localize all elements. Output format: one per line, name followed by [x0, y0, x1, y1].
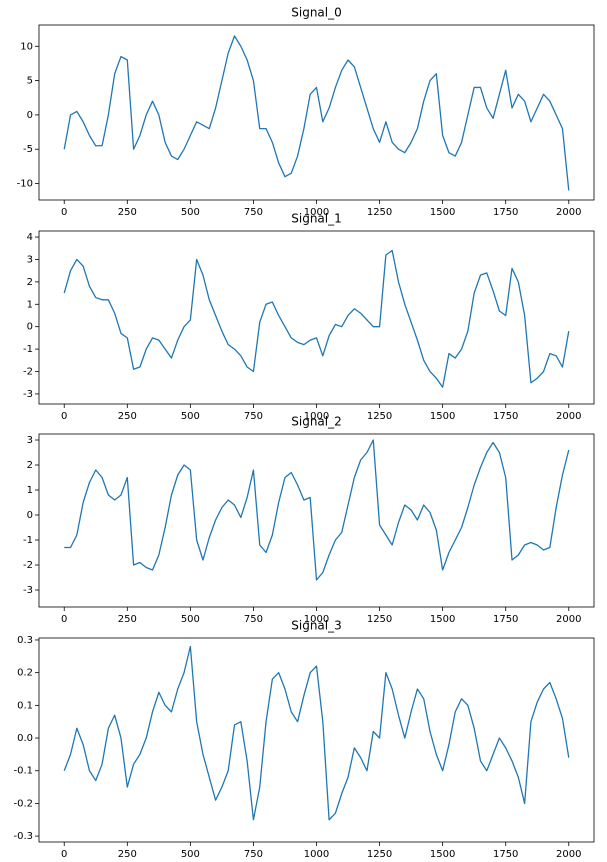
x-tick-label: 1500 [430, 849, 455, 860]
signal-line [63, 35, 570, 191]
x-tick-label: 1000 [304, 411, 329, 422]
x-tick-label: 1500 [430, 411, 455, 422]
y-tick-label: 3 [27, 435, 33, 446]
y-tick-label: -1 [23, 535, 33, 546]
y-tick-label: 0 [27, 110, 33, 121]
y-tick-label: -1 [23, 344, 33, 355]
x-tick-label: 1750 [493, 411, 518, 422]
x-tick-label: 500 [181, 207, 200, 218]
x-tick-label: 750 [244, 849, 263, 860]
y-tick-label: -0.1 [13, 766, 33, 777]
axes-frame [38, 637, 595, 843]
x-tick-label: 250 [118, 207, 137, 218]
y-tick-label: 0 [27, 322, 33, 333]
x-tick-label: 1250 [367, 614, 392, 625]
y-tick-label: 3 [27, 254, 33, 265]
x-tick-label: 250 [118, 411, 137, 422]
x-tick-label: 750 [244, 207, 263, 218]
y-tick-label: 5 [27, 76, 33, 87]
x-tick-label: 2000 [556, 849, 581, 860]
y-tick-label: 0.0 [17, 733, 33, 744]
y-tick-label: -2 [23, 367, 33, 378]
y-tick-label: -0.3 [13, 831, 33, 842]
y-tick-label: -3 [23, 389, 33, 400]
y-tick-label: 0.1 [17, 700, 33, 711]
x-tick-label: 0 [61, 207, 67, 218]
x-tick-label: 2000 [556, 207, 581, 218]
chart-title: Signal_3 [291, 619, 342, 633]
y-tick-label: 4 [27, 232, 33, 243]
y-tick-label: -3 [23, 585, 33, 596]
y-tick-label: 10 [20, 41, 33, 52]
y-tick-label: -2 [23, 560, 33, 571]
x-tick-label: 500 [181, 411, 200, 422]
x-tick-label: 0 [61, 849, 67, 860]
x-tick-label: 1000 [304, 207, 329, 218]
x-tick-label: 1000 [304, 614, 329, 625]
x-tick-label: 750 [244, 614, 263, 625]
x-tick-label: 0 [61, 614, 67, 625]
chart-title: Signal_0 [291, 6, 342, 20]
y-tick-label: 0 [27, 510, 33, 521]
signal-line [64, 439, 570, 581]
x-tick-label: 2000 [556, 614, 581, 625]
x-tick-label: 500 [181, 849, 200, 860]
y-tick-label: 0.3 [17, 635, 33, 646]
axes-frame [38, 24, 595, 201]
axes-frame [38, 230, 595, 405]
y-tick-label: 0.2 [17, 668, 33, 679]
x-tick-label: 750 [244, 411, 263, 422]
chart-title: Signal_1 [291, 212, 342, 226]
axes-frame [38, 433, 595, 608]
x-tick-label: 1500 [430, 614, 455, 625]
x-tick-label: 1000 [304, 849, 329, 860]
x-tick-label: 1750 [493, 849, 518, 860]
x-tick-label: 1250 [367, 207, 392, 218]
x-tick-label: 1750 [493, 614, 518, 625]
x-tick-label: 500 [181, 614, 200, 625]
x-tick-label: 1250 [367, 849, 392, 860]
y-tick-label: -10 [17, 179, 33, 190]
y-tick-label: 1 [27, 299, 33, 310]
y-tick-label: 1 [27, 485, 33, 496]
chart-title: Signal_2 [291, 415, 342, 429]
signal-line [63, 645, 570, 821]
x-tick-label: 1500 [430, 207, 455, 218]
x-tick-label: 250 [118, 849, 137, 860]
y-tick-label: -0.2 [13, 798, 33, 809]
x-tick-label: 1250 [367, 411, 392, 422]
y-tick-label: 2 [27, 277, 33, 288]
x-tick-label: 1750 [493, 207, 518, 218]
y-tick-label: 2 [27, 460, 33, 471]
signal-line [63, 249, 570, 388]
x-tick-label: 250 [118, 614, 137, 625]
x-tick-label: 0 [61, 411, 67, 422]
x-tick-label: 2000 [556, 411, 581, 422]
y-tick-label: -5 [23, 144, 33, 155]
